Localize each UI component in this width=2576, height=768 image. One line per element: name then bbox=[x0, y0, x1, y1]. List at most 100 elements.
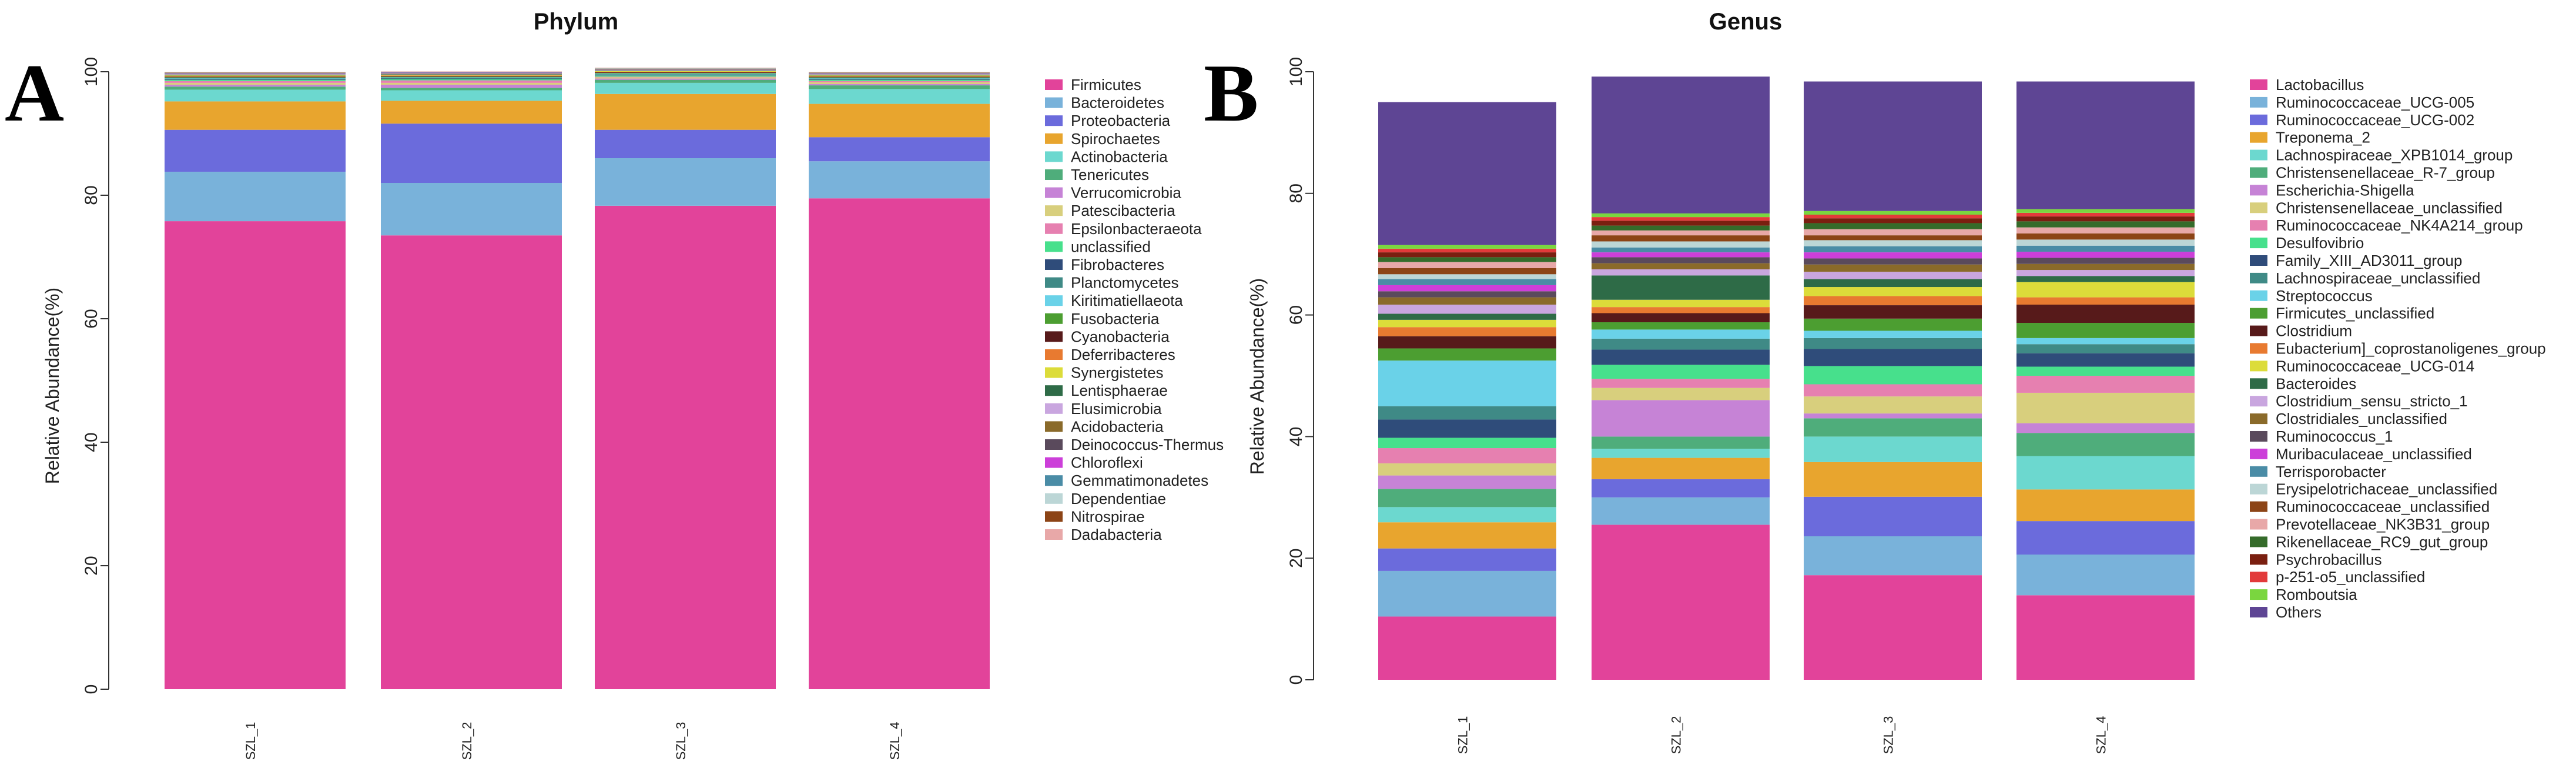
legend-label: Cyanobacteria bbox=[1071, 328, 1170, 345]
legend-label: Ruminococcaceae_NK4A214_group bbox=[2276, 216, 2523, 234]
bar-segment-Patescibacteria bbox=[809, 82, 990, 84]
legend-label: Firmicutes_unclassified bbox=[2276, 305, 2434, 322]
x-tick-label-SZL_3: SZL_3 bbox=[674, 722, 688, 760]
legend-label: Chloroflexi bbox=[1071, 454, 1143, 472]
bar-segment-Firmicutes bbox=[809, 198, 990, 689]
bar-segment-Elusimicrobia bbox=[165, 74, 346, 75]
bar-segment-Muribaculaceae_unclassified bbox=[1804, 252, 1982, 259]
legend-swatch bbox=[2250, 536, 2267, 547]
legend-label: Proteobacteria bbox=[1071, 112, 1171, 129]
bar-segment-Rikenellaceae_RC9_gut_group bbox=[1592, 225, 1770, 231]
legend-swatch bbox=[2250, 448, 2267, 459]
bar-segment-Clostridium_sensu_stricto_1 bbox=[1804, 272, 1982, 279]
legend-item: Romboutsia bbox=[2250, 586, 2357, 603]
bar-segment-Epsilonbacteraeota bbox=[809, 81, 990, 82]
bar-segment-Desulfovibrio bbox=[1378, 438, 1556, 449]
bar-segment-Epsilonbacteraeota bbox=[381, 80, 562, 83]
legend-label: Ruminococcaceae_UCG-005 bbox=[2276, 94, 2474, 111]
legend-swatch bbox=[1045, 385, 1063, 396]
legend-swatch bbox=[2250, 79, 2267, 90]
legend-swatch bbox=[2250, 360, 2267, 372]
legend-swatch bbox=[1045, 151, 1063, 162]
bar-segment-Terrisporobacter bbox=[1592, 247, 1770, 253]
x-tick-label-SZL_3: SZL_3 bbox=[1881, 716, 1896, 754]
bar-segment-Dadabacteria bbox=[809, 72, 990, 73]
bar-segment-Fibrobacteres bbox=[165, 79, 346, 80]
bar-segment-Nitrospirae bbox=[595, 68, 776, 69]
legend-item: Prevotellaceae_NK3B31_group bbox=[2250, 516, 2490, 533]
legend-swatch bbox=[1045, 295, 1063, 306]
bar-segment-Lentisphaerae bbox=[381, 74, 562, 75]
legend-label: Clostridiales_unclassified bbox=[2276, 410, 2447, 428]
bar-stack-SZL_4 bbox=[2016, 81, 2195, 680]
legend-swatch bbox=[2250, 290, 2267, 301]
bar-segment-Synergistetes bbox=[595, 71, 776, 72]
bar-segment-Ruminococcus_1 bbox=[2016, 258, 2195, 264]
legend-swatch bbox=[2250, 255, 2267, 266]
legend-item: Actinobacteria bbox=[1045, 148, 1168, 165]
legend-item: Terrisporobacter bbox=[2250, 463, 2386, 480]
y-axis-label-phylum: Relative Abundance(%) bbox=[42, 288, 63, 484]
bar-stack-SZL_2 bbox=[1592, 76, 1770, 680]
bar-segment-Christensenellaceae_unclassified bbox=[1592, 388, 1770, 400]
legend-label: Family_XIII_AD3011_group bbox=[2276, 252, 2462, 269]
bar-segment-Clostridiales_unclassified bbox=[1804, 264, 1982, 272]
bar-segment-Acidobacteria bbox=[595, 69, 776, 70]
legend-swatch bbox=[2250, 220, 2267, 231]
legend-item: Lachnospiraceae_XPB1014_group bbox=[2250, 146, 2513, 164]
legend-swatch bbox=[2250, 554, 2267, 565]
legend-swatch bbox=[1045, 187, 1063, 198]
bar-segment-Firmicutes_unclassified bbox=[2016, 323, 2195, 338]
bar-segment-Others bbox=[1592, 76, 1770, 213]
bar-segment-Cyanobacteria bbox=[165, 76, 346, 78]
legend-label: Deferribacteres bbox=[1071, 346, 1175, 363]
bar-segment-Desulfovibrio bbox=[1592, 365, 1770, 379]
legend-item: Streptococcus bbox=[2250, 287, 2373, 305]
y-tick-label: 20 bbox=[1287, 549, 1306, 568]
bar-segment-Clostridium bbox=[1592, 313, 1770, 323]
legend-label: Lentisphaerae bbox=[1071, 382, 1168, 399]
bar-segment-Christensenellaceae_unclassified bbox=[2016, 392, 2195, 423]
bar-segment-Escherichia-Shigella bbox=[1592, 400, 1770, 437]
legend-label: Fibrobacteres bbox=[1071, 256, 1164, 273]
legend-swatch bbox=[2250, 96, 2267, 108]
bar-segment-Proteobacteria bbox=[381, 123, 562, 183]
bar-segment-Fibrobacteres bbox=[809, 79, 990, 80]
bar-segment-Family_XIII_AD3011_group bbox=[1804, 349, 1982, 366]
panel-letter-a: A bbox=[5, 48, 64, 139]
bar-segment-Firmicutes_unclassified bbox=[1378, 348, 1556, 361]
bar-segment-Tenericutes bbox=[165, 86, 346, 90]
bar-segment-Psychrobacillus bbox=[2016, 216, 2195, 222]
bar-segment-Rikenellaceae_RC9_gut_group bbox=[1378, 257, 1556, 262]
bar-segment-Synergistetes bbox=[809, 75, 990, 76]
bar-stack-SZL_2 bbox=[381, 71, 562, 689]
bar-segment-Terrisporobacter bbox=[2016, 245, 2195, 252]
bar-segment-Streptococcus bbox=[1804, 330, 1982, 338]
legend-label: Epsilonbacteraeota bbox=[1071, 220, 1202, 238]
bar-segment-Ruminococcaceae_NK4A214_group bbox=[2016, 376, 2195, 393]
legend-item: p-251-o5_unclassified bbox=[2250, 568, 2425, 586]
bar-segment-unclassified bbox=[165, 79, 346, 81]
y-tick-label: 40 bbox=[82, 432, 101, 452]
bar-segment-Planctomycetes bbox=[595, 74, 776, 75]
legend-swatch bbox=[2250, 483, 2267, 495]
bar-segment-Deinococcus-Thermus bbox=[381, 73, 562, 74]
bar-segment-Lachnospiraceae_unclassified bbox=[1592, 338, 1770, 350]
legend-item: Ruminococcaceae_UCG-005 bbox=[2250, 94, 2474, 111]
bar-segment-Others bbox=[1804, 81, 1982, 211]
bar-segment-Verrucomicrobia bbox=[809, 84, 990, 86]
bar-segment-Patescibacteria bbox=[165, 82, 346, 85]
bar-segment-Christensenellaceae_R-7_group bbox=[1378, 489, 1556, 507]
bar-segment-Family_XIII_AD3011_group bbox=[1592, 349, 1770, 365]
bar-segment-Clostridium bbox=[1378, 336, 1556, 349]
bar-segment-Rikenellaceae_RC9_gut_group bbox=[2016, 221, 2195, 228]
legend-label: Erysipelotrichaceae_unclassified bbox=[2276, 480, 2497, 498]
legend-label: Rikenellaceae_RC9_gut_group bbox=[2276, 533, 2488, 550]
legend-label: Treponema_2 bbox=[2276, 129, 2370, 146]
bar-segment-Spirochaetes bbox=[595, 94, 776, 130]
panel-letter-b: B bbox=[1204, 48, 1258, 139]
legend-swatch bbox=[1045, 421, 1063, 432]
legend-item: Verrucomicrobia bbox=[1045, 184, 1181, 202]
bar-segment-Erysipelotrichaceae_unclassified bbox=[1592, 241, 1770, 248]
bar-segment-unclassified bbox=[381, 79, 562, 81]
